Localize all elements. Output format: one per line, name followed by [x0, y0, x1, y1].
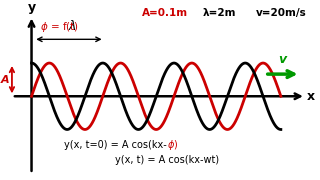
Text: $\phi$): $\phi$) [167, 138, 178, 152]
Text: v=20m/s: v=20m/s [256, 8, 307, 18]
Text: A: A [1, 75, 10, 85]
Text: λ=2m: λ=2m [203, 8, 236, 18]
Text: $\phi$ = f(t): $\phi$ = f(t) [40, 20, 79, 34]
Text: y(x, t) = A cos(kx-wt): y(x, t) = A cos(kx-wt) [115, 155, 219, 165]
Text: y: y [28, 1, 36, 14]
Text: $\lambda$: $\lambda$ [68, 19, 77, 33]
Text: y(x, t=0) = A cos(kx-: y(x, t=0) = A cos(kx- [64, 140, 167, 150]
Text: A=0.1m: A=0.1m [142, 8, 188, 18]
Text: x: x [307, 90, 315, 103]
Text: v: v [279, 53, 287, 66]
